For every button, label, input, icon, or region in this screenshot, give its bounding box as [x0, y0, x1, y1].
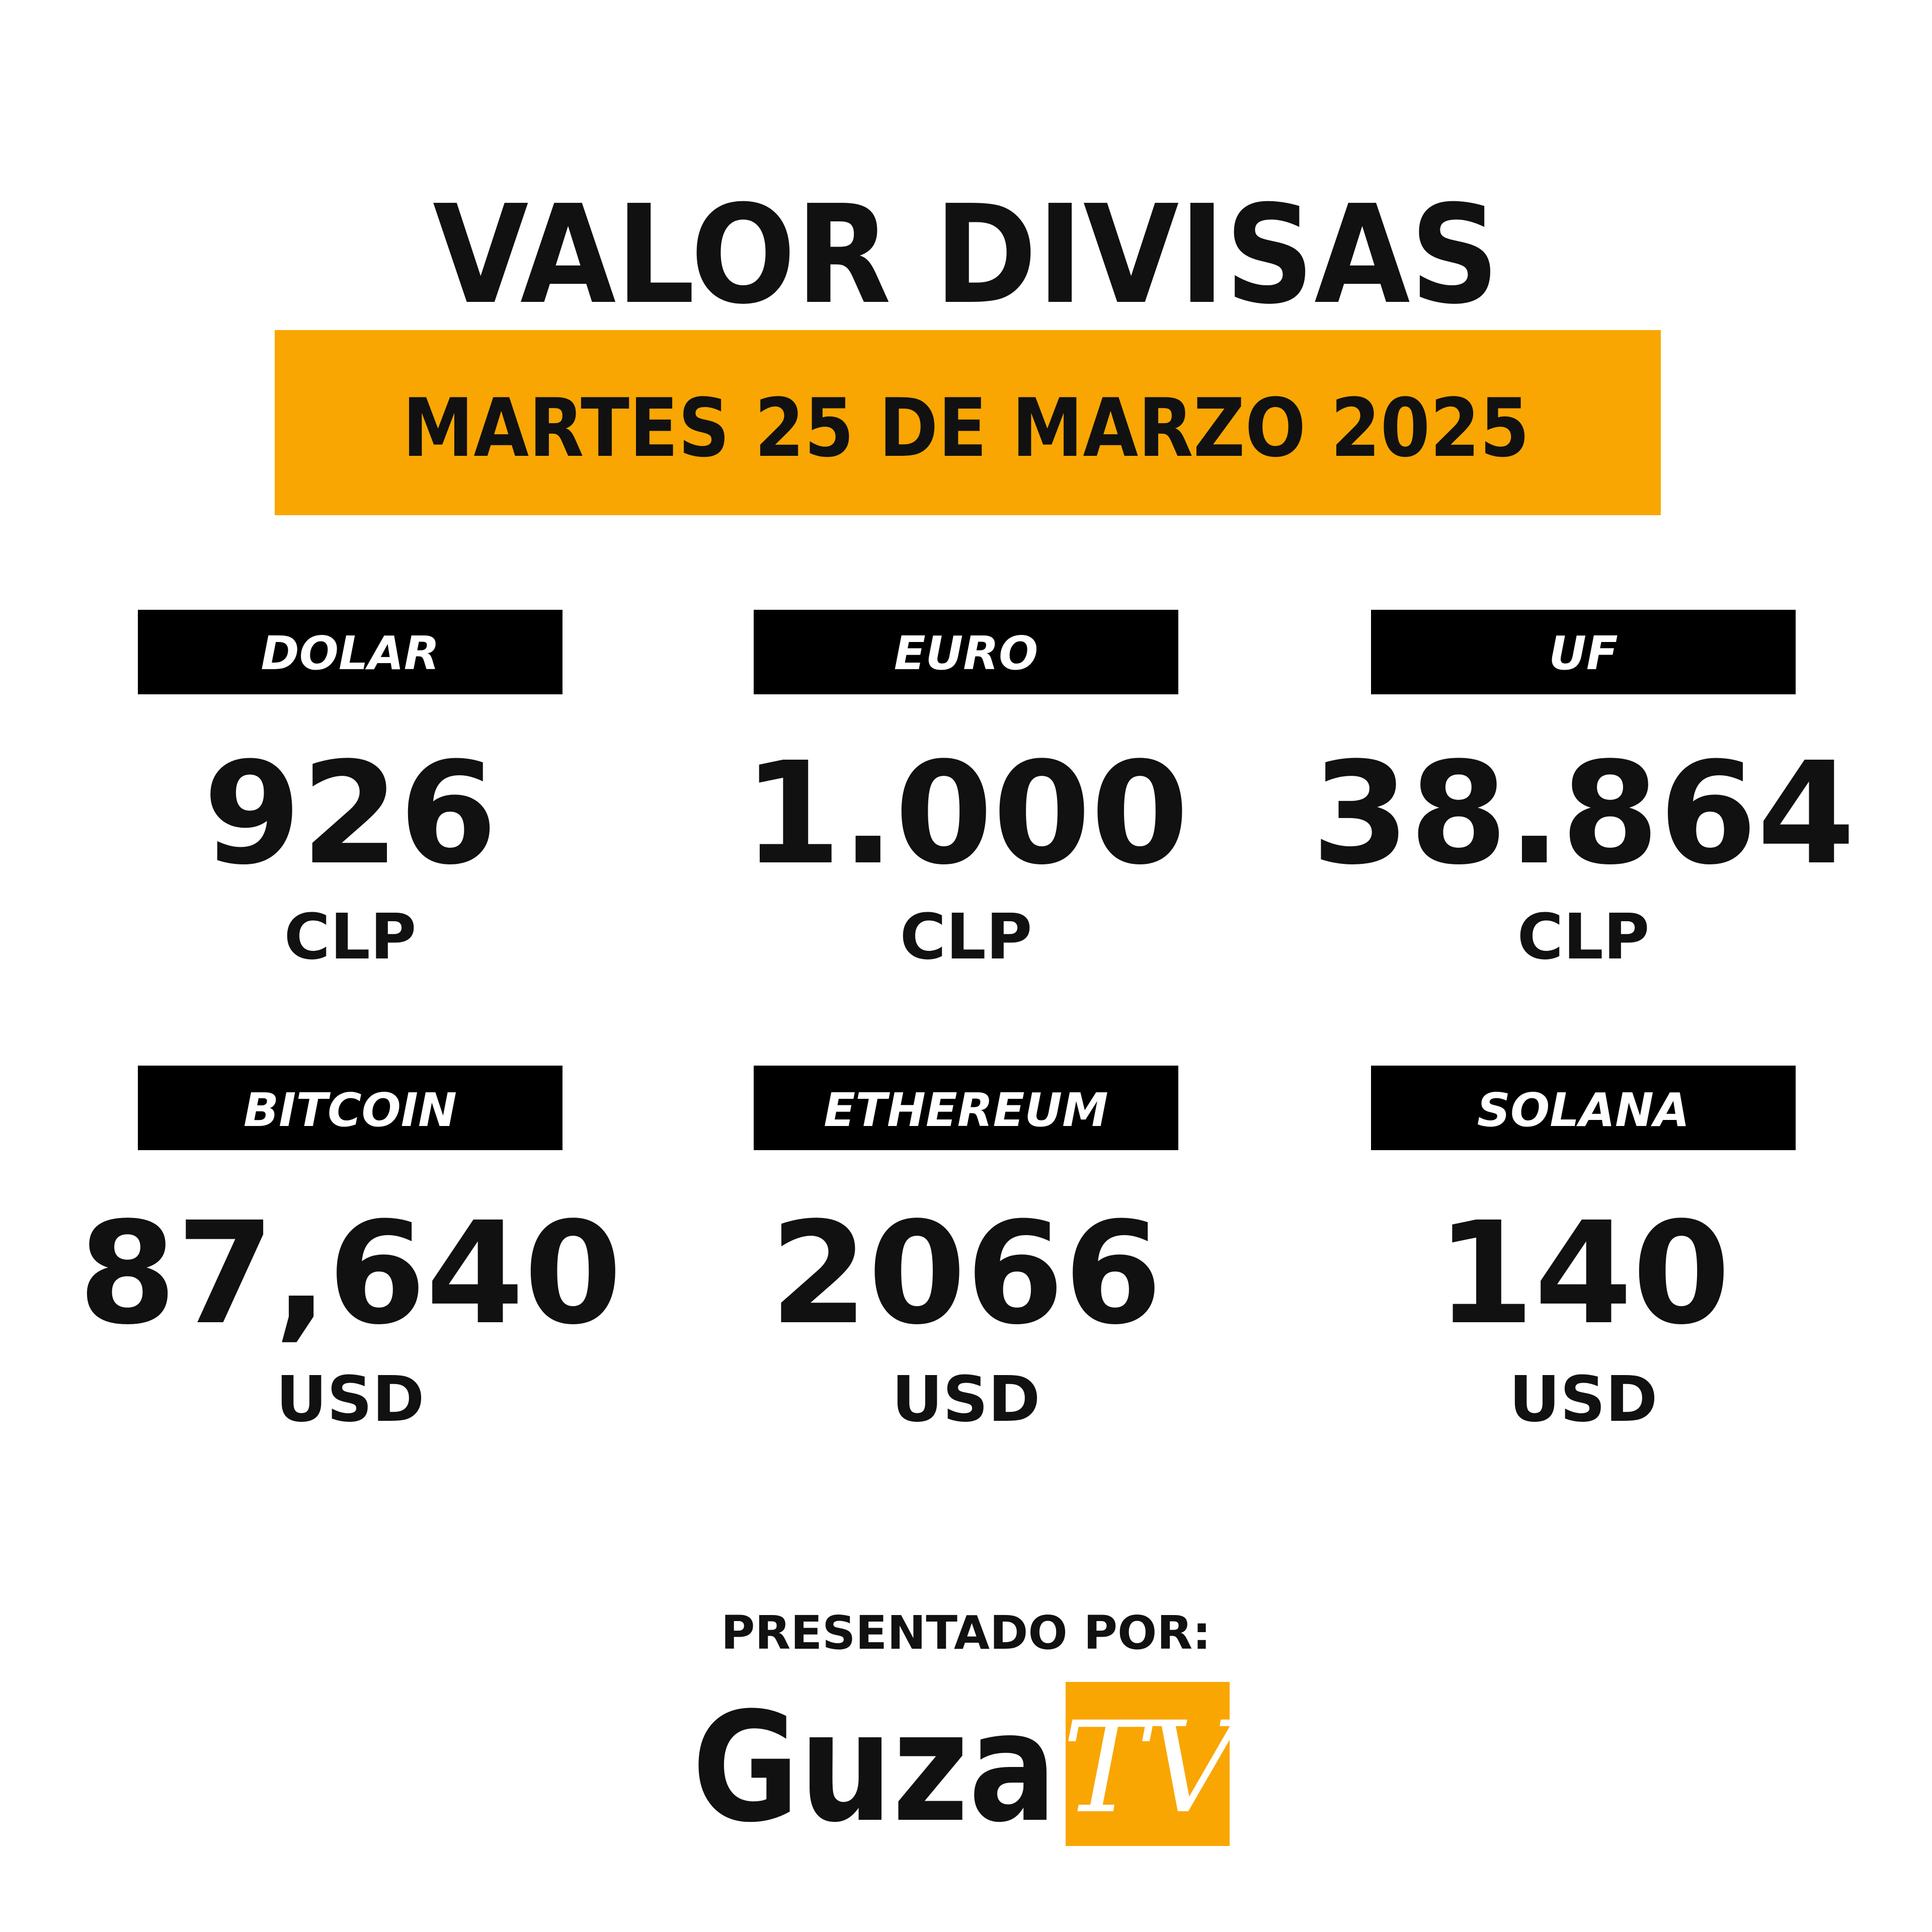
card-label: UF	[1549, 626, 1618, 680]
card-label: ETHEREUM	[824, 1083, 1108, 1137]
presented-by: PRESENTADO POR:	[721, 1606, 1211, 1660]
card-unit: USD	[276, 1363, 424, 1436]
logo-name: Guza	[692, 1680, 1057, 1856]
card-value: 926	[203, 732, 497, 896]
card-label: EURO	[894, 626, 1038, 680]
card-label: BITCOIN	[244, 1083, 457, 1137]
card-label: DOLAR	[261, 626, 439, 680]
card-unit: USD	[1509, 1363, 1657, 1436]
cards: DOLAR926CLPEURO1.000CLPUF38.864CLPBITCOI…	[78, 610, 1856, 1436]
card-label-box	[754, 1066, 1178, 1150]
card-value: 87,640	[78, 1192, 622, 1356]
card-label-box	[138, 1066, 562, 1150]
card-label-box	[754, 610, 1178, 694]
card-value: 38.864	[1312, 732, 1856, 896]
card-label-box	[138, 610, 562, 694]
date: MARTES 25 DE MARZO 2025	[403, 381, 1530, 475]
card-unit: CLP	[1517, 901, 1649, 974]
logo-badge	[1066, 1682, 1230, 1846]
card-unit: CLP	[900, 901, 1032, 974]
card-label-box	[1371, 1066, 1796, 1150]
card-value: 2066	[770, 1192, 1162, 1356]
card-unit: USD	[892, 1363, 1040, 1436]
card-unit: CLP	[284, 901, 416, 974]
card-label: SOLANA	[1477, 1083, 1690, 1137]
date-banner	[275, 330, 1661, 515]
card-label-box	[1371, 610, 1796, 694]
card-value: 1.000	[743, 732, 1189, 896]
card-value: 140	[1436, 1192, 1730, 1356]
logo-badge-text: TV	[1062, 1695, 1248, 1841]
title: VALOR DIVISAS	[433, 176, 1499, 334]
